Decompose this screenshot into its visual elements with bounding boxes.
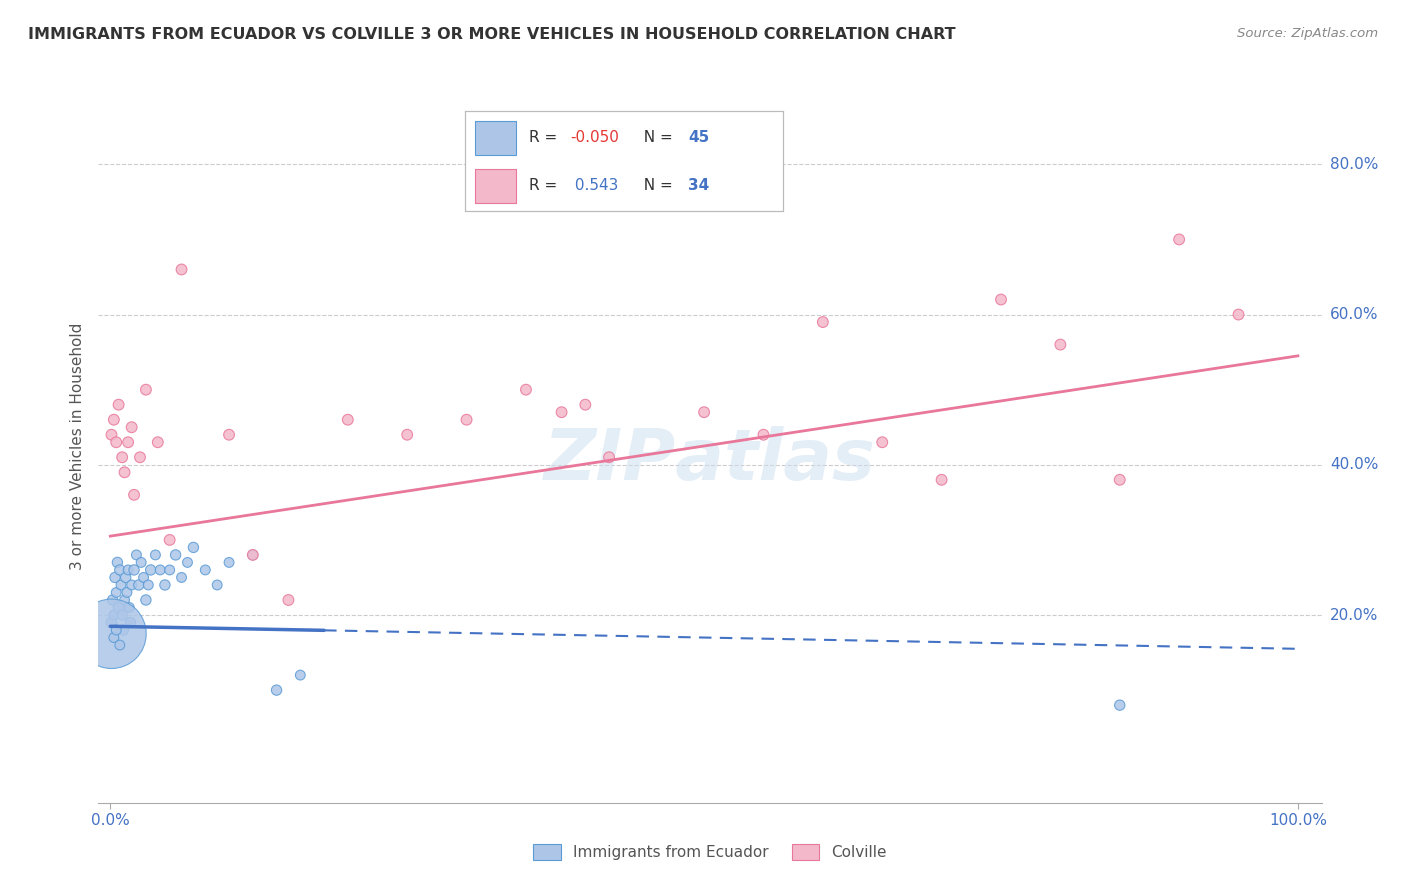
Point: [598, 450, 620, 465]
Point: [290, 668, 312, 682]
Point: [146, 435, 169, 450]
Point: [176, 556, 198, 570]
Point: [114, 465, 136, 479]
Point: [121, 420, 143, 434]
Point: [242, 548, 264, 562]
Point: [931, 473, 953, 487]
Point: [693, 405, 716, 419]
Point: [145, 548, 167, 562]
Point: [122, 563, 145, 577]
Point: [266, 683, 288, 698]
Point: [183, 541, 205, 555]
Point: [103, 607, 125, 622]
Point: [128, 578, 150, 592]
Point: [107, 556, 129, 570]
Point: [218, 556, 240, 570]
Point: [139, 563, 162, 577]
Text: IMMIGRANTS FROM ECUADOR VS COLVILLE 3 OR MORE VEHICLES IN HOUSEHOLD CORRELATION : IMMIGRANTS FROM ECUADOR VS COLVILLE 3 OR…: [28, 27, 956, 42]
Point: [159, 563, 181, 577]
Text: 60.0%: 60.0%: [1330, 307, 1378, 322]
Point: [112, 623, 135, 637]
Point: [108, 563, 131, 577]
Point: [105, 435, 128, 450]
Point: [105, 623, 128, 637]
Point: [277, 593, 299, 607]
Point: [153, 578, 176, 592]
Point: [108, 638, 131, 652]
Point: [107, 600, 129, 615]
Point: [117, 563, 139, 577]
Point: [115, 585, 138, 599]
Point: [111, 607, 134, 622]
Point: [100, 427, 122, 442]
Point: [870, 435, 893, 450]
Point: [129, 450, 152, 465]
Point: [1108, 698, 1130, 713]
Point: [515, 383, 537, 397]
Point: [456, 413, 478, 427]
Point: [103, 413, 125, 427]
Point: [114, 593, 136, 607]
Text: ZIP​atlas: ZIP​atlas: [544, 425, 876, 495]
Point: [336, 413, 359, 427]
Point: [165, 548, 187, 562]
Point: [135, 383, 157, 397]
Point: [125, 548, 148, 562]
Point: [103, 631, 125, 645]
Point: [218, 427, 240, 442]
Point: [159, 533, 181, 547]
Point: [105, 585, 128, 599]
Point: [205, 578, 228, 592]
Point: [129, 556, 152, 570]
Point: [550, 405, 572, 419]
Point: [1049, 337, 1071, 351]
Y-axis label: 3 or more Vehicles in Household: 3 or more Vehicles in Household: [70, 322, 86, 570]
Point: [104, 570, 127, 584]
Point: [118, 600, 141, 615]
Point: [117, 435, 139, 450]
Point: [242, 548, 264, 562]
Point: [107, 398, 129, 412]
Point: [990, 293, 1012, 307]
Text: 20.0%: 20.0%: [1330, 607, 1378, 623]
Point: [170, 262, 193, 277]
Point: [114, 570, 136, 584]
Point: [122, 488, 145, 502]
Text: Source: ZipAtlas.com: Source: ZipAtlas.com: [1237, 27, 1378, 40]
Point: [170, 570, 193, 584]
Point: [110, 578, 132, 592]
Point: [101, 593, 124, 607]
Point: [194, 563, 217, 577]
Point: [132, 570, 155, 584]
Point: [149, 563, 172, 577]
Point: [811, 315, 834, 329]
Point: [396, 427, 419, 442]
Point: [111, 450, 134, 465]
Legend: Immigrants from Ecuador, Colville: Immigrants from Ecuador, Colville: [527, 838, 893, 866]
Point: [136, 578, 159, 592]
Point: [574, 398, 596, 412]
Point: [1168, 232, 1191, 246]
Point: [135, 593, 157, 607]
Point: [1227, 308, 1250, 322]
Point: [100, 615, 122, 630]
Point: [752, 427, 775, 442]
Point: [100, 627, 122, 641]
Point: [120, 615, 142, 630]
Point: [121, 578, 143, 592]
Text: 80.0%: 80.0%: [1330, 157, 1378, 172]
Text: 40.0%: 40.0%: [1330, 458, 1378, 472]
Point: [1108, 473, 1130, 487]
